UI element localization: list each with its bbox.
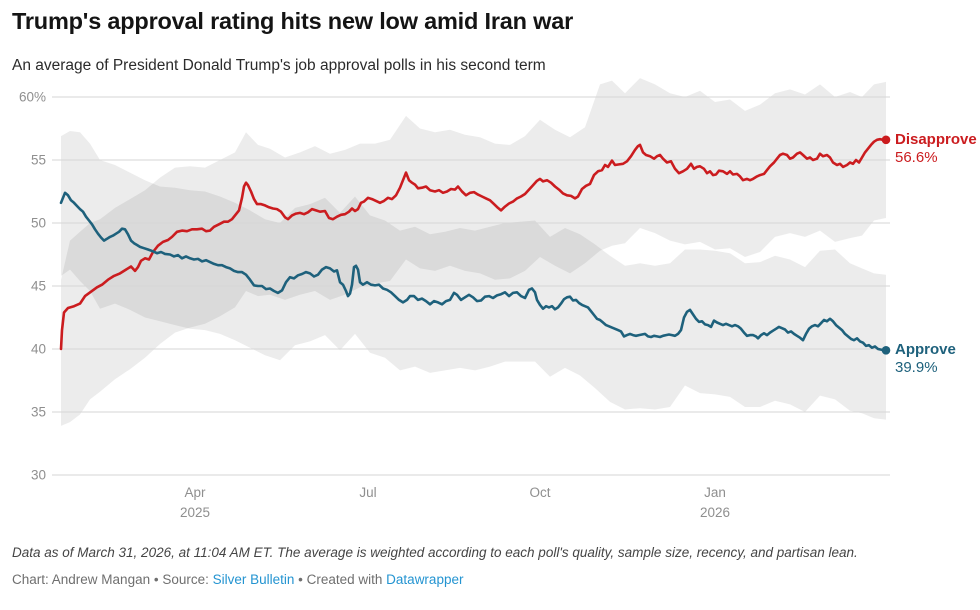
datawrapper-link[interactable]: Datawrapper bbox=[386, 572, 464, 587]
disapprove-end-label: Disapprove 56.6% bbox=[895, 131, 977, 167]
y-axis-label-60: 60% bbox=[19, 90, 46, 105]
disapprove-end-value: 56.6% bbox=[895, 148, 938, 166]
source-link[interactable]: Silver Bulletin bbox=[212, 572, 295, 587]
credit-separator-2: • Created with bbox=[294, 572, 387, 587]
x-axis-year-2026: 2026 bbox=[700, 505, 730, 520]
approval-line-chart: 60% 55 50 45 40 35 30 Apr 2025 Jul Oct Jan 2026 bbox=[19, 78, 891, 520]
y-axis-label-45: 45 bbox=[31, 279, 46, 294]
disapprove-confidence-band bbox=[61, 78, 886, 426]
approve-end-dot bbox=[881, 346, 891, 355]
approve-series-name: Approve bbox=[895, 341, 956, 359]
disapprove-line bbox=[59, 137, 888, 351]
approve-end-value: 39.9% bbox=[895, 359, 938, 377]
credit-line: Chart: Andrew Mangan • Source: Silver Bu… bbox=[12, 572, 972, 587]
disapprove-end-dot bbox=[881, 135, 891, 145]
approve-line bbox=[59, 191, 888, 352]
chart-subtitle: An average of President Donald Trump's j… bbox=[12, 57, 546, 74]
x-axis-label-apr: Apr bbox=[184, 485, 206, 500]
credit-chart-prefix: Chart: bbox=[12, 572, 52, 587]
data-note: Data as of March 31, 2026, at 11:04 AM E… bbox=[12, 545, 858, 560]
y-axis-label-50: 50 bbox=[31, 216, 46, 231]
approve-confidence-band bbox=[61, 131, 886, 420]
x-axis-year-2025: 2025 bbox=[180, 505, 210, 520]
y-axis-label-30: 30 bbox=[31, 468, 46, 483]
page-title: Trump's approval rating hits new low ami… bbox=[12, 8, 574, 34]
credit-separator-1: • Source: bbox=[150, 572, 213, 587]
x-axis-label-jul: Jul bbox=[359, 485, 376, 500]
approve-end-label: Approve 39.9% bbox=[895, 341, 956, 377]
y-axis-label-55: 55 bbox=[31, 153, 46, 168]
disapprove-series-name: Disapprove bbox=[895, 130, 977, 148]
x-axis-label-jan: Jan bbox=[704, 485, 726, 500]
credit-author: Andrew Mangan bbox=[51, 572, 151, 587]
x-axis-label-oct: Oct bbox=[529, 485, 550, 500]
y-axis-label-35: 35 bbox=[31, 405, 46, 420]
y-axis-label-40: 40 bbox=[31, 342, 46, 357]
